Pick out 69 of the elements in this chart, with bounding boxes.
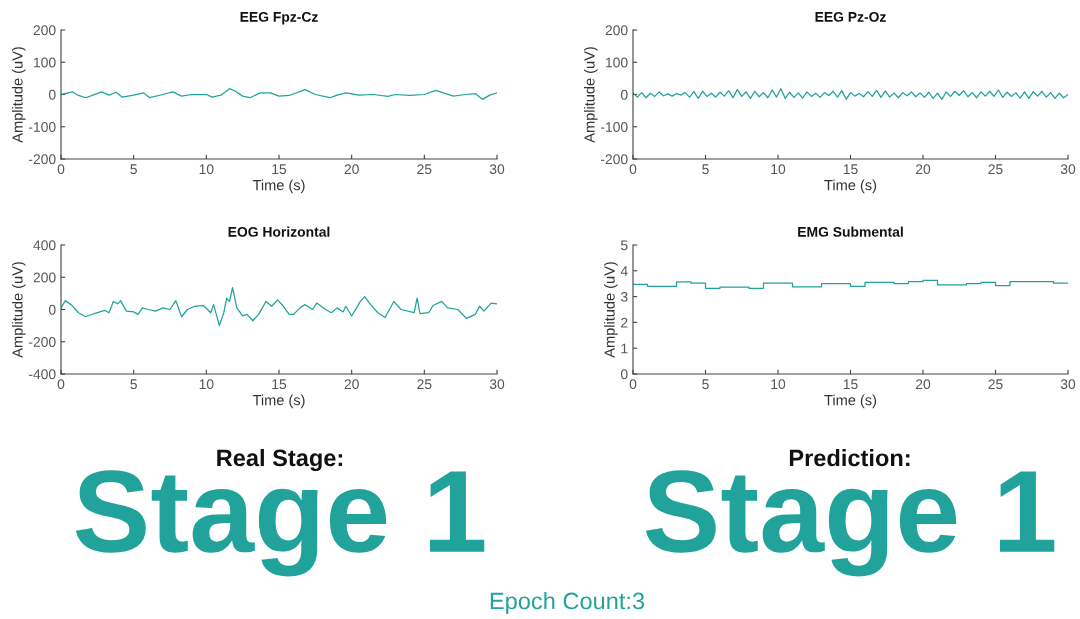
y-axis-title: Amplitude (uV) — [604, 262, 618, 358]
y-axis-title: Amplitude (uV) — [11, 262, 26, 358]
x-tick-label: 25 — [417, 164, 432, 175]
x-axis-title: Time (s) — [824, 394, 877, 409]
line-series — [61, 287, 497, 327]
y-tick-label: 200 — [33, 272, 56, 283]
y-tick-label: -200 — [28, 154, 56, 165]
chart-title: EEG Fpz-Cz — [240, 11, 318, 25]
x-tick-label: 10 — [771, 379, 786, 390]
y-tick-label: 4 — [620, 266, 628, 276]
chart-title: EOG Horizontal — [228, 226, 330, 237]
x-tick-label: 10 — [199, 164, 214, 175]
y-tick-label: -200 — [600, 154, 628, 165]
y-tick-label: -200 — [28, 337, 56, 347]
x-tick-label: 15 — [843, 379, 858, 390]
y-tick-label: 100 — [34, 57, 56, 68]
text: Stage 1 — [645, 470, 1055, 577]
x-tick-label: 0 — [629, 164, 637, 175]
x-tick-label: 5 — [702, 164, 709, 175]
x-tick-label: 5 — [130, 379, 137, 390]
x-tick-label: 20 — [344, 164, 359, 175]
x-tick-label: 30 — [489, 164, 505, 175]
y-tick-label: 2 — [621, 317, 628, 328]
x-tick-label: 15 — [272, 379, 287, 390]
text: Real Stage: — [217, 448, 343, 472]
y-tick-label: 200 — [33, 25, 56, 36]
text: Stage 1 — [75, 470, 485, 577]
x-tick-label: 10 — [771, 164, 786, 175]
x-tick-label: 0 — [57, 379, 65, 390]
x-tick-label: 15 — [272, 164, 287, 175]
y-tick-label: 1 — [621, 343, 628, 354]
x-axis-title: Time (s) — [252, 394, 305, 409]
x-tick-label: 15 — [843, 164, 858, 175]
y-tick-label: 3 — [620, 291, 628, 302]
x-tick-label: 5 — [702, 379, 709, 390]
x-tick-label: 30 — [1060, 379, 1076, 390]
line-series — [61, 88, 497, 100]
x-tick-label: 30 — [489, 379, 505, 390]
y-tick-label: 200 — [605, 25, 628, 36]
x-tick-label: 30 — [1060, 164, 1076, 175]
x-tick-label: 20 — [915, 379, 931, 390]
line-series — [633, 88, 1068, 100]
x-tick-label: 0 — [57, 164, 65, 175]
y-tick-label: -100 — [600, 122, 628, 132]
y-tick-label: 0 — [620, 89, 628, 100]
y-tick-label: 0 — [48, 89, 56, 100]
text: Epoch Count:3 — [490, 591, 645, 615]
chart-title: EEG Pz-Oz — [815, 11, 886, 22]
y-tick-label: 0 — [620, 369, 628, 380]
x-tick-label: 25 — [988, 379, 1003, 390]
y-tick-label: 0 — [48, 304, 56, 315]
y-tick-label: -400 — [28, 369, 56, 380]
y-tick-label: 100 — [606, 57, 628, 68]
y-tick-label: 400 — [33, 240, 56, 251]
x-axis-title: Time (s) — [824, 179, 877, 194]
chart-title: EMG Submental — [798, 226, 903, 237]
x-axis-title: Time (s) — [252, 179, 305, 194]
y-axis-title: Amplitude (uV) — [583, 47, 598, 143]
y-axis-title: Amplitude (uV) — [11, 47, 26, 143]
y-tick-label: 5 — [620, 240, 628, 251]
x-tick-label: 25 — [988, 164, 1003, 175]
x-tick-label: 20 — [915, 164, 931, 175]
y-tick-label: -100 — [28, 122, 56, 132]
x-tick-label: 20 — [344, 379, 359, 390]
x-tick-label: 5 — [130, 164, 137, 175]
x-tick-label: 25 — [417, 379, 432, 390]
text: Prediction: — [789, 448, 910, 467]
x-tick-label: 10 — [199, 379, 214, 390]
x-tick-label: 0 — [629, 379, 637, 390]
